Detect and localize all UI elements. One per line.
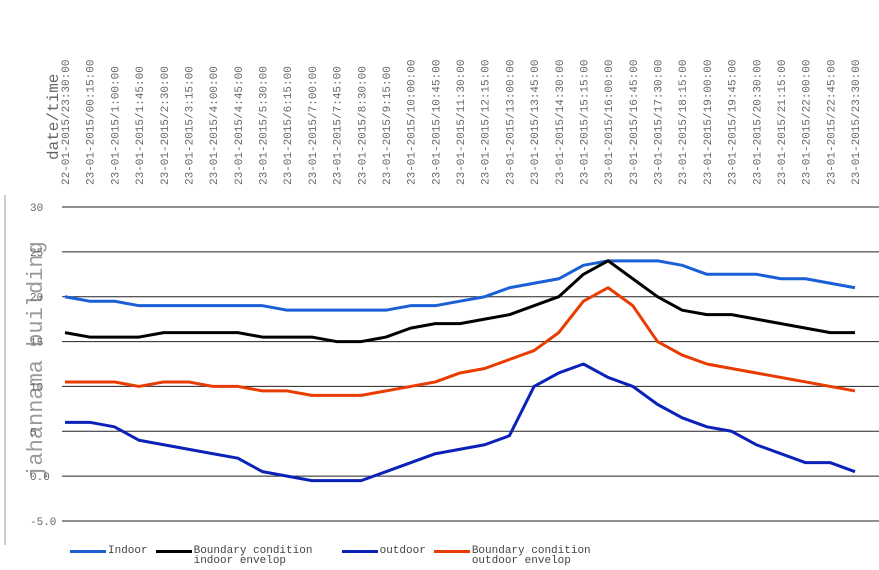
x-tick-label: 23-01-2015/5:30:00 xyxy=(259,66,271,185)
x-tick-label: 23-01-2015/13:00:00 xyxy=(505,60,517,185)
legend-item: Boundary condition indoor envelop xyxy=(155,545,334,570)
x-tick-label: 23-01-2015/19:45:00 xyxy=(728,60,740,185)
y-tick-label: 25 xyxy=(30,248,43,260)
x-tick-label: 23-01-2015/4:45:00 xyxy=(234,66,246,185)
chart: date/time jahannama building -5.0 0.0 5 10 1… xyxy=(4,60,879,545)
legend-swatch xyxy=(341,550,378,553)
x-tick-label: 23-01-2015/16:45:00 xyxy=(629,60,641,185)
legend-label: Boundary condition outdoor envelop xyxy=(471,545,591,567)
legend-item: outdoor xyxy=(341,545,426,570)
x-tick-label: 23-01-2015/7:45:00 xyxy=(333,66,345,185)
legend-item: Indoor xyxy=(70,546,148,570)
x-tick-label: 23-01-2015/16:00:00 xyxy=(604,60,616,185)
y-tick-label: 0.0 xyxy=(30,472,50,484)
x-tick-label: 22-01-2015/23:30:00 xyxy=(61,60,73,185)
y-tick-label: 15 xyxy=(30,338,43,350)
x-tick-label: 23-01-2015/00:15:00 xyxy=(86,60,98,185)
x-tick-label: 23-01-2015/17:30:00 xyxy=(654,60,666,185)
x-tick-label: 23-01-2015/10:45:00 xyxy=(431,60,443,185)
y-tick-label: 5 xyxy=(30,427,37,439)
x-tick-label: 23-01-2015/20:30:00 xyxy=(752,60,764,185)
x-tick-label: 23-01-2015/15:15:00 xyxy=(579,60,591,185)
legend-label: Indoor xyxy=(108,545,148,557)
x-tick-label: 23-01-2015/1:45:00 xyxy=(135,66,147,185)
y-axis-label: jahannama building xyxy=(24,241,49,479)
legend: Indoor Boundary condition indoor envelop o… xyxy=(70,546,870,570)
x-tick-label: 23-01-2015/6:15:00 xyxy=(283,66,295,185)
x-axis-label: date/time xyxy=(45,74,63,160)
x-tick-label: 23-01-2015/7:00:00 xyxy=(308,66,320,185)
x-tick-label: 23-01-2015/19:00:00 xyxy=(703,60,715,185)
legend-swatch xyxy=(433,550,470,553)
y-tick-label: -5.0 xyxy=(30,517,56,529)
x-tick-label: 23-01-2015/4:00:00 xyxy=(209,66,221,185)
series-line xyxy=(65,286,856,397)
y-tick-label: 20 xyxy=(30,293,43,305)
x-tick-label: 23-01-2015/1:00:00 xyxy=(110,66,122,185)
x-tick-label: 23-01-2015/14:30:00 xyxy=(555,60,567,185)
x-tick-label: 23-01-2015/18:15:00 xyxy=(678,60,690,185)
x-tick-label: 23-01-2015/9:15:00 xyxy=(382,66,394,185)
x-tick-label: 23-01-2015/12:15:00 xyxy=(481,60,493,185)
series-line xyxy=(64,259,855,344)
legend-swatch xyxy=(70,550,106,553)
series-line xyxy=(65,362,856,483)
series-line xyxy=(64,259,856,312)
x-tick-label: 23-01-2015/22:00:00 xyxy=(802,60,814,185)
y-tick-label: 10 xyxy=(30,382,43,394)
x-tick-label: 23-01-2015/11:30:00 xyxy=(456,60,468,185)
x-tick-label: 23-01-2015/21:15:00 xyxy=(777,60,789,185)
x-tick-label: 23-01-2015/3:15:00 xyxy=(184,66,196,185)
x-tick-label: 23-01-2015/22:45:00 xyxy=(826,60,838,185)
x-tick-label: 23-01-2015/13:45:00 xyxy=(530,60,542,185)
y-tick-label: 30 xyxy=(30,203,43,215)
legend-item: Boundary condition outdoor envelop xyxy=(433,545,612,570)
legend-label: Boundary condition indoor envelop xyxy=(193,545,313,567)
legend-label: outdoor xyxy=(379,545,426,557)
legend-swatch xyxy=(155,550,192,553)
x-tick-label: 23-01-2015/8:30:00 xyxy=(357,66,369,185)
x-tick-label: 23-01-2015/10:00:00 xyxy=(407,60,419,185)
x-tick-label: 23-01-2015/23:30:00 xyxy=(851,60,863,185)
x-tick-label: 23-01-2015/2:30:00 xyxy=(160,66,172,185)
